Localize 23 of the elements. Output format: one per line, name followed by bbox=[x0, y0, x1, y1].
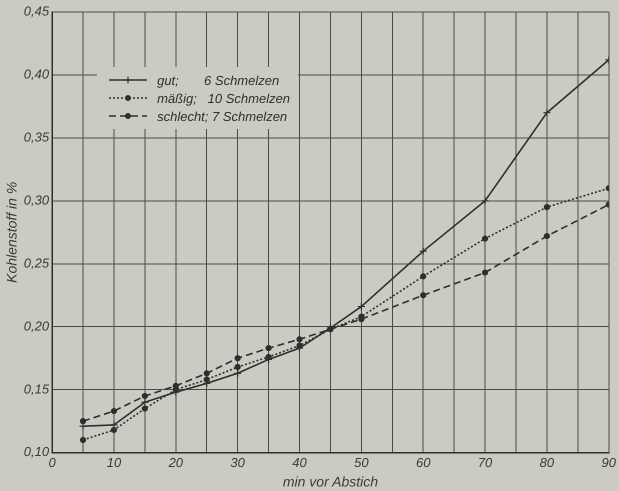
x-tick-label: 40 bbox=[292, 455, 308, 470]
y-tick-label: 0,40 bbox=[24, 66, 50, 82]
y-tick-label: 0,20 bbox=[24, 318, 50, 334]
legend-label: mäßig; 10 Schmelzen bbox=[157, 90, 290, 106]
legend-label: schlecht; 7 Schmelzen bbox=[157, 108, 288, 124]
x-tick-label: 0 bbox=[48, 455, 56, 470]
x-tick-label: 30 bbox=[230, 455, 246, 470]
y-tick-label: 0,10 bbox=[24, 444, 50, 460]
y-tick-label: 0,25 bbox=[24, 255, 50, 270]
x-tick-label: 80 bbox=[540, 455, 555, 470]
y-axis-title: Kohlenstoff in % bbox=[3, 182, 20, 283]
y-tick-label: 0,30 bbox=[24, 192, 50, 208]
y-tick-label: 0,35 bbox=[24, 129, 50, 144]
x-tick-label: 50 bbox=[354, 455, 370, 470]
x-axis-title: min vor Abstich bbox=[282, 473, 378, 490]
x-tick-label: 10 bbox=[106, 455, 122, 470]
y-tick-label: 0,15 bbox=[24, 381, 50, 396]
x-tick-label: 70 bbox=[478, 455, 494, 470]
x-tick-label: 20 bbox=[168, 455, 184, 470]
x-tick-label: 60 bbox=[416, 455, 432, 470]
legend-label: gut; 6 Schmelzen bbox=[157, 72, 280, 88]
x-tick-label: 90 bbox=[602, 455, 617, 470]
y-tick-label: 0,45 bbox=[24, 4, 50, 19]
